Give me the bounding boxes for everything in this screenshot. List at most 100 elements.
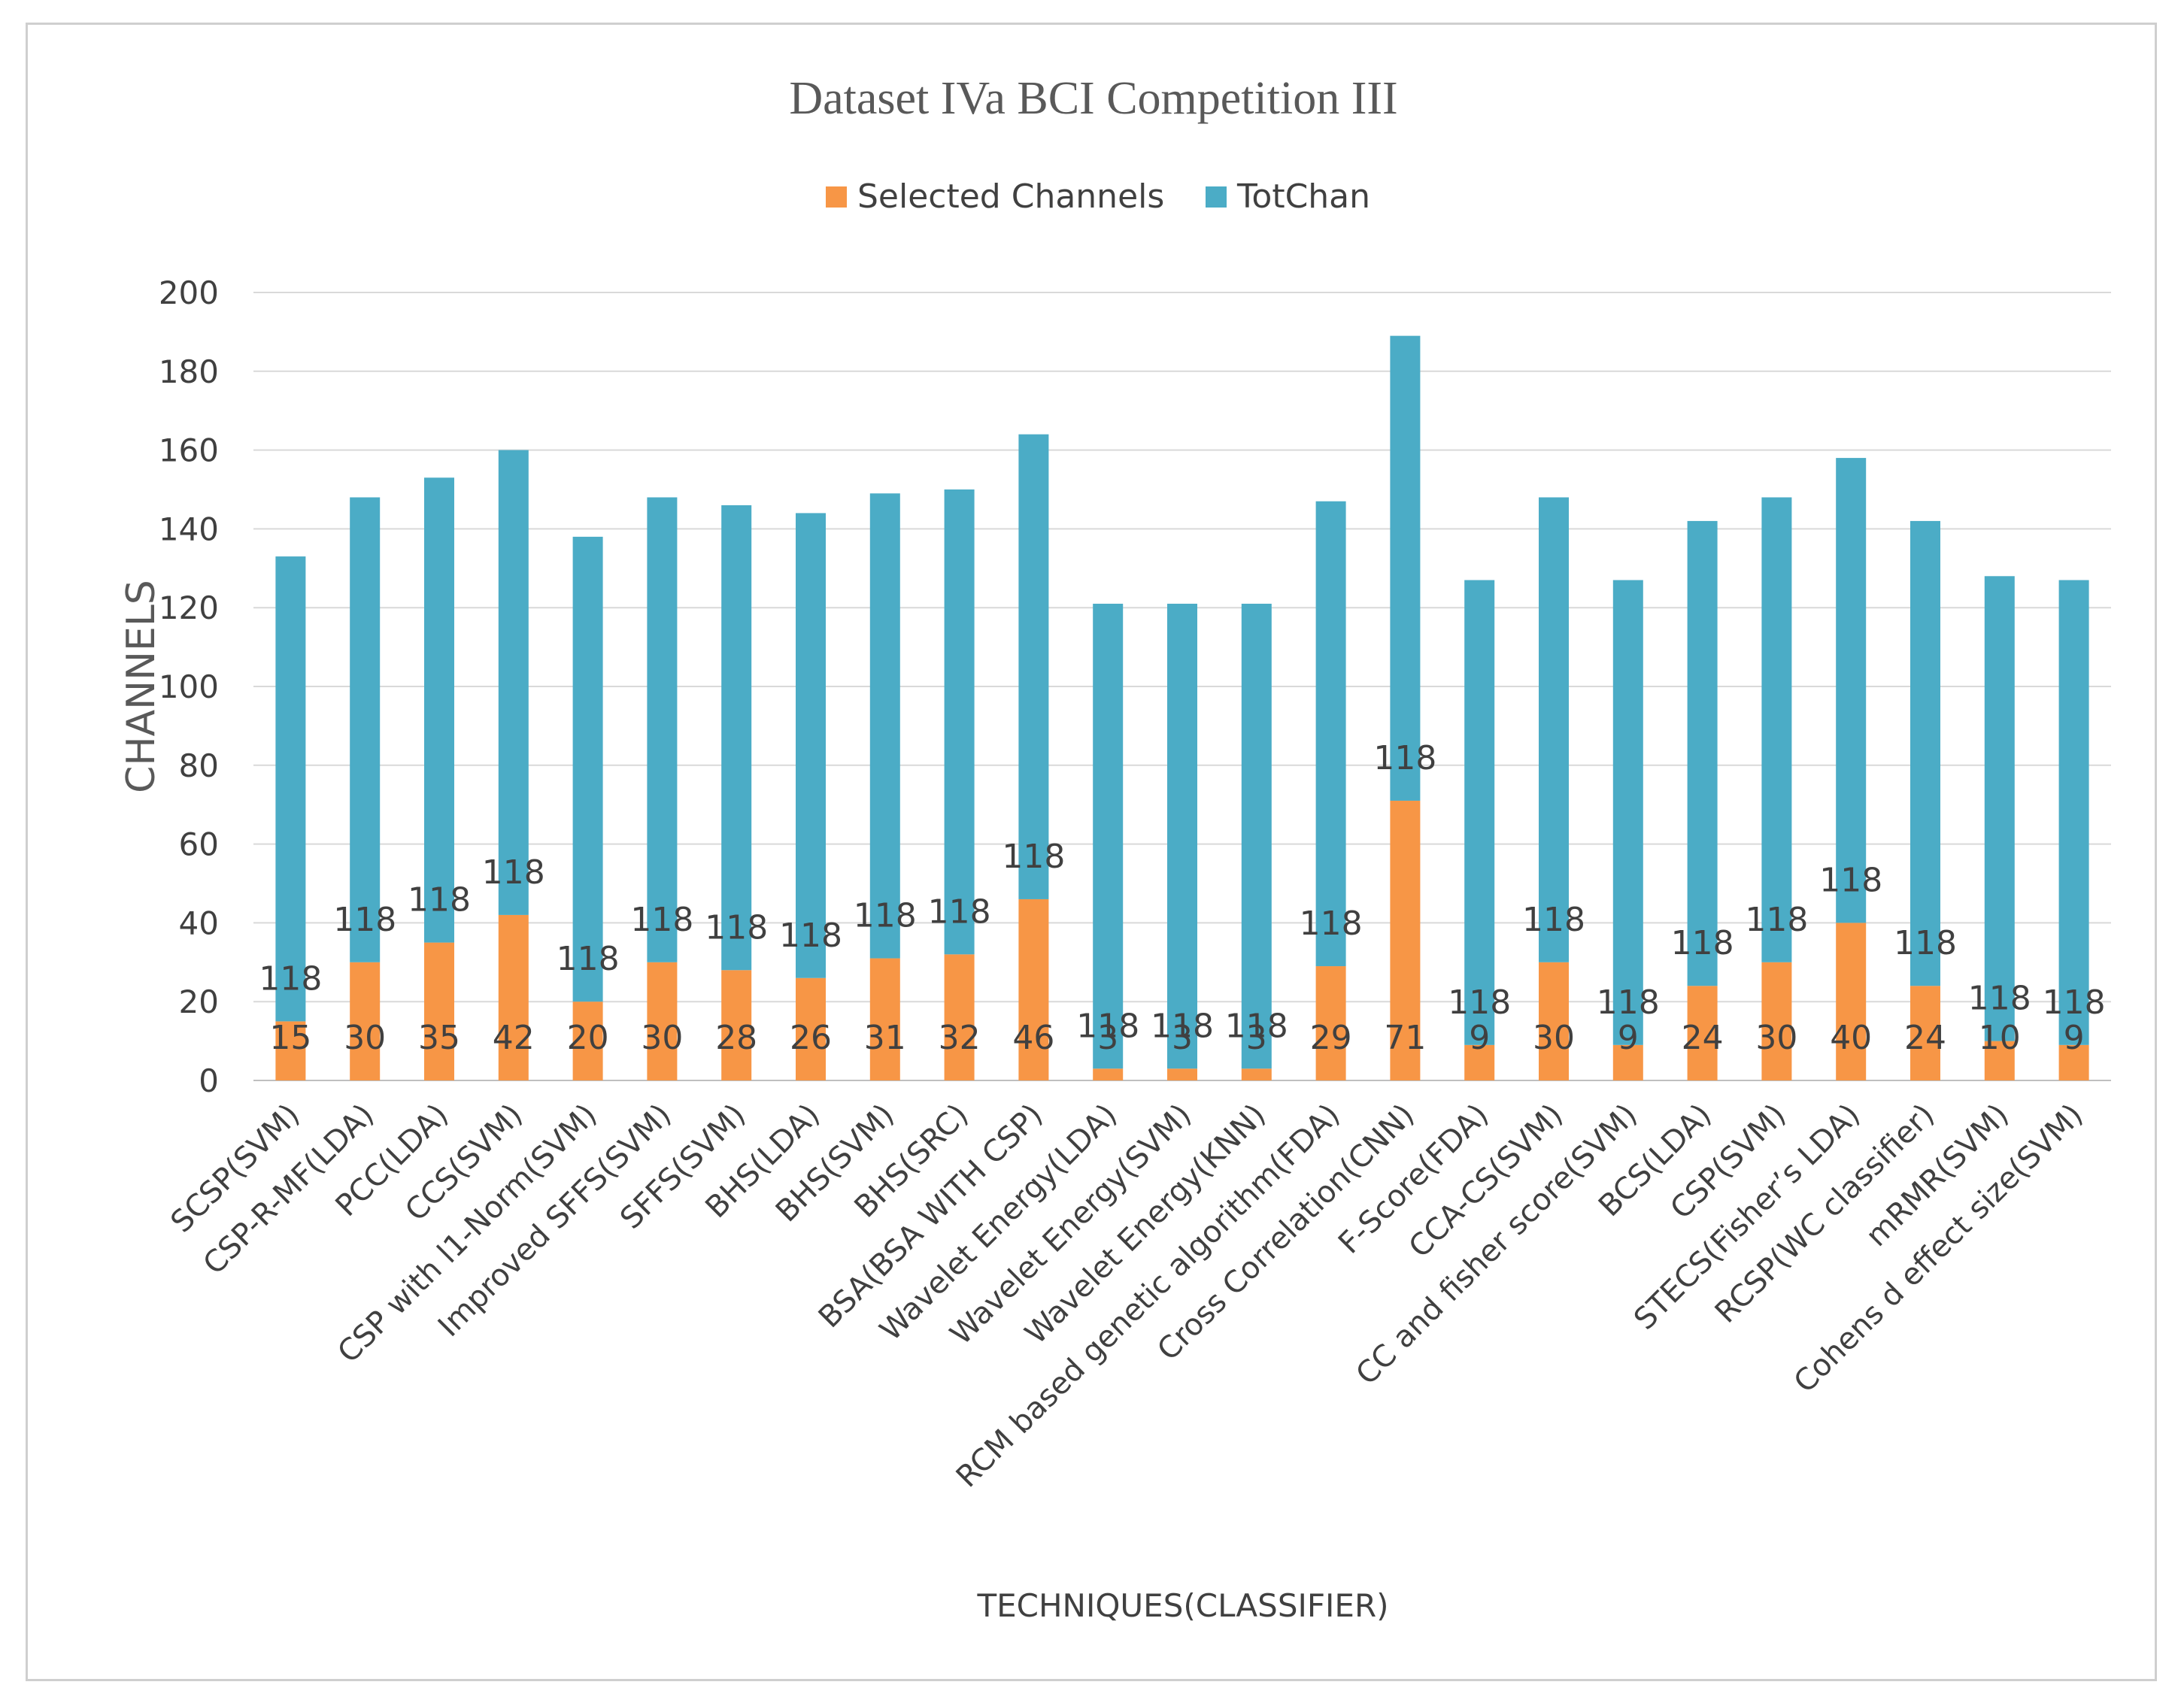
bar-totchan [1539,497,1569,962]
legend-label-selected-channels: Selected Channels [857,177,1164,216]
legend-swatch-totchan [1206,186,1227,208]
bar-selected-channels [796,977,826,1080]
data-label-totchan: 118 [1819,861,1882,899]
bar-totchan [424,477,454,943]
x-axis-categories: SCSP(SVM)CSP-R-MF(LDA)PCC(LDA)CCS(SVM)CS… [164,1098,2089,1495]
bar-totchan [1390,335,1421,801]
bar-selected-channels [350,962,381,1080]
bar-selected-channels [572,1001,603,1080]
chart-title: Dataset IVa BCI Competition III [789,73,1397,124]
bar-selected-channels [1093,1068,1124,1080]
data-label-selected-channels: 29 [1310,1019,1352,1057]
y-tick-label: 60 [179,826,219,863]
data-label-totchan: 118 [854,897,917,935]
bar-totchan [944,489,975,955]
data-label-selected-channels: 35 [418,1019,460,1057]
legend: Selected Channels TotChan [826,177,1370,216]
data-label-selected-channels: 15 [269,1019,311,1057]
data-label-totchan: 118 [1968,980,2031,1018]
data-label-selected-channels: 42 [493,1019,535,1057]
bar-selected-channels [1687,986,1718,1080]
data-label-selected-channels: 26 [790,1019,832,1057]
data-label-totchan: 118 [1745,901,1808,939]
bar-totchan [1093,603,1124,1069]
bar-selected-channels [424,942,454,1080]
data-label-totchan: 118 [928,892,991,931]
bars [275,335,2089,1080]
y-axis-ticks: 0 20 40 60 80 100 120 140 160 180 200 [159,274,219,1099]
data-label-selected-channels: 24 [1682,1019,1724,1057]
bar-selected-channels [1836,923,1867,1080]
y-tick-label: 40 [179,905,219,941]
data-label-totchan: 118 [1894,924,1957,962]
bar-totchan [1167,603,1197,1069]
bar-totchan [869,493,900,959]
bar-selected-channels [1984,1041,2015,1080]
data-label-selected-channels: 30 [1755,1019,1797,1057]
y-tick-label: 180 [159,353,219,390]
data-label-totchan: 118 [1300,905,1363,943]
data-label-totchan: 118 [1225,1007,1288,1045]
chart-frame: Dataset IVa BCI Competition III Selected… [26,23,2157,1681]
bar-totchan [498,450,529,915]
bar-totchan [647,497,678,962]
data-label-totchan: 118 [2043,983,2106,1022]
bar-totchan [1836,458,1867,923]
bar-selected-channels [1464,1044,1495,1080]
bar-selected-channels [1761,962,1792,1080]
legend-swatch-selected-channels [826,186,847,208]
data-label-selected-channels: 3 [1172,1019,1193,1057]
bar-totchan [572,536,603,1002]
bar-selected-channels [1167,1068,1197,1080]
bar-selected-channels [721,970,752,1080]
bar-totchan [1241,603,1272,1069]
bar-totchan [1984,576,2015,1041]
data-label-selected-channels: 30 [344,1019,386,1057]
data-label-totchan: 118 [259,959,322,998]
data-label-totchan: 118 [1448,983,1511,1022]
bar-totchan [350,497,381,962]
data-label-totchan: 118 [408,881,471,920]
data-label-totchan: 118 [1076,1007,1139,1045]
bar-totchan [1910,520,1940,986]
chart-svg: Dataset IVa BCI Competition III Selected… [119,73,2111,1624]
bar-totchan [796,513,826,978]
data-label-selected-channels: 9 [1469,1019,1490,1057]
bar-selected-channels [1018,898,1049,1080]
y-tick-label: 100 [159,668,219,705]
data-label-selected-channels: 9 [2064,1019,2085,1057]
data-labels: 15 118 30 118 35 118 42 118 20 118 30 118 28 118 26 118… [259,739,2105,1057]
data-label-totchan: 118 [705,908,768,947]
data-label-selected-channels: 71 [1384,1019,1426,1057]
y-tick-label: 80 [179,747,219,784]
data-label-totchan: 118 [1597,983,1660,1022]
bar-selected-channels [944,954,975,1080]
data-label-selected-channels: 31 [864,1019,906,1057]
bar-selected-channels [1315,966,1346,1080]
bar-totchan [275,556,306,1022]
bar-selected-channels [1612,1044,1643,1080]
bar-totchan [1612,580,1643,1045]
data-label-totchan: 118 [482,853,545,892]
y-tick-label: 200 [159,274,219,311]
data-label-totchan: 118 [1373,739,1436,777]
bar-selected-channels [1390,800,1421,1080]
bar-selected-channels [275,1021,306,1080]
y-tick-label: 0 [199,1062,219,1099]
bar-totchan [1464,580,1495,1045]
data-label-totchan: 118 [630,901,693,939]
data-label-totchan: 118 [333,901,396,939]
y-tick-label: 20 [179,983,219,1020]
bar-totchan [1018,434,1049,899]
data-label-selected-channels: 3 [1097,1019,1118,1057]
data-label-totchan: 118 [1522,901,1585,939]
data-label-selected-channels: 3 [1246,1019,1267,1057]
data-label-totchan: 118 [779,917,842,955]
data-label-selected-channels: 24 [1904,1019,1946,1057]
bar-selected-channels [647,962,678,1080]
data-label-totchan: 118 [1002,838,1065,876]
data-label-selected-channels: 9 [1618,1019,1639,1057]
data-label-selected-channels: 30 [1533,1019,1575,1057]
bar-totchan [1315,501,1346,967]
legend-label-totchan: TotChan [1236,177,1370,216]
